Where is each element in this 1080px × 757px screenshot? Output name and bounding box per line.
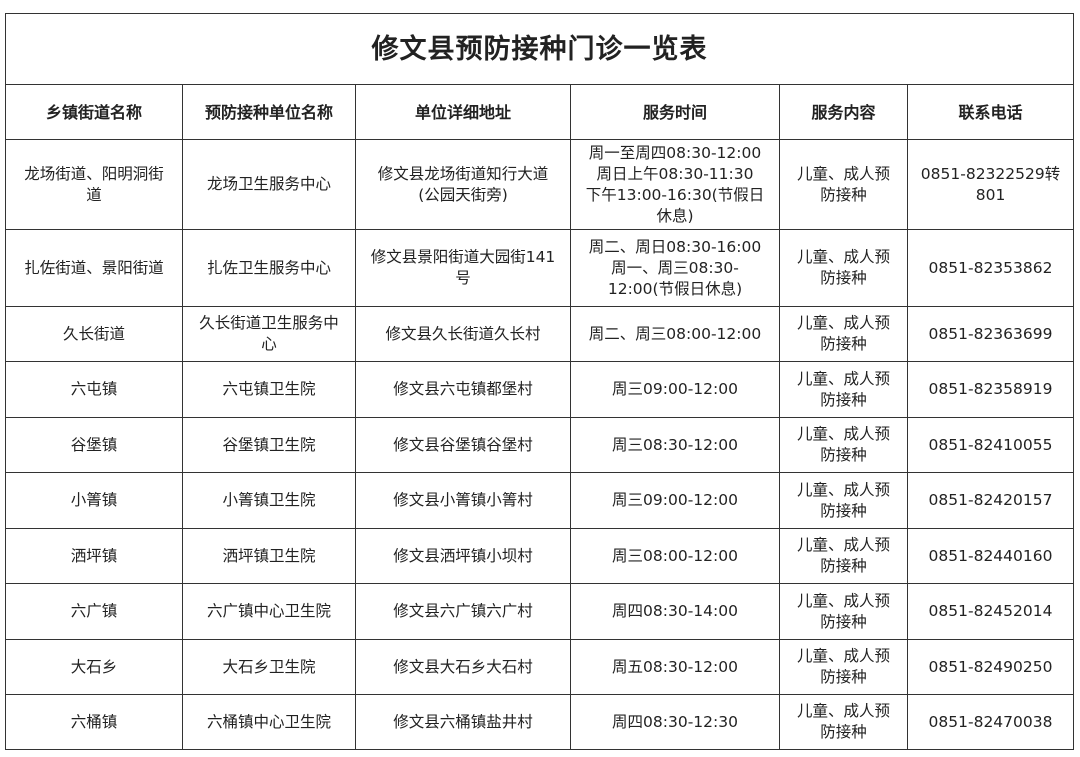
- cell-address: 修文县景阳街道大园街141 号: [355, 229, 571, 307]
- cell-phone: 0851-82452014: [906, 583, 1075, 640]
- cell-township: 六桶镇: [5, 694, 183, 750]
- cell-address: 修文县六桶镇盐井村: [355, 694, 571, 750]
- cell-township: 六广镇: [5, 583, 183, 640]
- cell-unit-name: 谷堡镇卫生院: [182, 417, 356, 473]
- cell-address: 修文县六广镇六广村: [355, 583, 571, 640]
- table-row: 龙场街道、阳明洞街 道龙场卫生服务中心 修文县龙场街道知行大道 (公园天街旁) 周一…: [5, 139, 1075, 230]
- cell-service-time: 周五08:30-12:00: [570, 639, 780, 695]
- cell-service-content: 儿童、成人预 防接种: [779, 229, 908, 307]
- cell-phone: 0851-82353862: [906, 229, 1075, 307]
- cell-address: 修文县谷堡镇谷堡村: [355, 417, 571, 473]
- table-row: 扎佐街道、景阳街道 扎佐卫生服务中心 修文县景阳街道大园街141 号周二、周日08:…: [5, 229, 1075, 307]
- cell-service-content: 儿童、成人预 防接种: [779, 306, 908, 362]
- cell-service-time: 周三09:00-12:00: [570, 361, 780, 418]
- cell-service-time: 周三08:00-12:00: [570, 528, 780, 584]
- cell-unit-name: 六广镇中心卫生院: [182, 583, 356, 640]
- cell-service-time: 周四08:30-12:30: [570, 694, 780, 750]
- cell-phone: 0851-82410055: [906, 417, 1075, 473]
- cell-address: 修文县大石乡大石村: [355, 639, 571, 695]
- cell-phone: 0851-82490250: [906, 639, 1075, 695]
- cell-service-content: 儿童、成人预 防接种: [779, 639, 908, 695]
- table-title: 修文县预防接种门诊一览表: [4, 13, 1075, 85]
- table-row: 谷堡镇 谷堡镇卫生院 修文县谷堡镇谷堡村 周三08:30-12:00 儿童、成人预 防接…: [5, 417, 1075, 473]
- cell-service-content: 儿童、成人预 防接种: [779, 472, 908, 529]
- cell-phone: 0851-82470038: [906, 694, 1075, 750]
- cell-unit-name: 扎佐卫生服务中心: [182, 229, 356, 307]
- cell-service-time: 周二、周三08:00-12:00: [570, 306, 780, 362]
- cell-township: 久长街道: [5, 306, 183, 362]
- cell-township: 大石乡: [5, 639, 183, 695]
- cell-address: 修文县六屯镇都堡村: [355, 361, 571, 418]
- header-service-content: 服务内容: [779, 84, 908, 140]
- header-row: 乡镇街道名称 预防接种单位名称 单位详细地址 服务时间 服务内容 联系电话: [5, 84, 1075, 140]
- cell-township: 六屯镇: [5, 361, 183, 418]
- header-unit-name: 预防接种单位名称: [182, 84, 356, 140]
- table-row: 洒坪镇 洒坪镇卫生院 修文县洒坪镇小坝村 周三08:00-12:00 儿童、成人预 防接…: [5, 528, 1075, 584]
- cell-service-time: 周一至周四08:30-12:00 周日上午08:30-11:30 下午13:00…: [570, 139, 780, 230]
- cell-unit-name: 洒坪镇卫生院: [182, 528, 356, 584]
- cell-unit-name: 六桶镇中心卫生院: [182, 694, 356, 750]
- cell-township: 谷堡镇: [5, 417, 183, 473]
- cell-unit-name: 大石乡卫生院: [182, 639, 356, 695]
- cell-service-content: 儿童、成人预 防接种: [779, 139, 908, 230]
- cell-address: 修文县龙场街道知行大道 (公园天街旁): [355, 139, 571, 230]
- header-township: 乡镇街道名称: [5, 84, 183, 140]
- cell-address: 修文县洒坪镇小坝村: [355, 528, 571, 584]
- cell-service-content: 儿童、成人预 防接种: [779, 361, 908, 418]
- cell-address: 修文县小箐镇小箐村: [355, 472, 571, 529]
- cell-phone: 0851-82363699: [906, 306, 1075, 362]
- cell-service-content: 儿童、成人预 防接种: [779, 417, 908, 473]
- header-phone: 联系电话: [906, 84, 1075, 140]
- cell-service-time: 周四08:30-14:00: [570, 583, 780, 640]
- table-row: 久长街道 久长街道卫生服务中 心修文县久长街道久长村 周二、周三08:00-12:0…: [5, 306, 1075, 362]
- cell-service-content: 儿童、成人预 防接种: [779, 694, 908, 750]
- cell-service-time: 周三08:30-12:00: [570, 417, 780, 473]
- table-row: 小箐镇 小箐镇卫生院 修文县小箐镇小箐村 周三09:00-12:00 儿童、成人预 防接…: [5, 472, 1075, 529]
- cell-township: 小箐镇: [5, 472, 183, 529]
- cell-phone: 0851-82440160: [906, 528, 1075, 584]
- cell-address: 修文县久长街道久长村: [355, 306, 571, 362]
- cell-service-time: 周二、周日08:30-16:00 周一、周三08:30- 12:00(节假日休息…: [570, 229, 780, 307]
- cell-township: 洒坪镇: [5, 528, 183, 584]
- vaccination-clinic-table: 修文县预防接种门诊一览表 乡镇街道名称 预防接种单位名称 单位详细地址 服务时间 服务内…: [4, 13, 1075, 750]
- table-row: 六桶镇 六桶镇中心卫生院 修文县六桶镇盐井村 周四08:30-12:30 儿童、成人预 …: [5, 694, 1075, 750]
- cell-unit-name: 久长街道卫生服务中 心: [182, 306, 356, 362]
- cell-service-time: 周三09:00-12:00: [570, 472, 780, 529]
- table-row: 大石乡 大石乡卫生院 修文县大石乡大石村 周五08:30-12:00 儿童、成人预 防接…: [5, 639, 1075, 695]
- header-address: 单位详细地址: [355, 84, 571, 140]
- header-service-time: 服务时间: [570, 84, 780, 140]
- cell-township: 龙场街道、阳明洞街 道: [5, 139, 183, 230]
- cell-service-content: 儿童、成人预 防接种: [779, 528, 908, 584]
- cell-unit-name: 小箐镇卫生院: [182, 472, 356, 529]
- cell-phone: 0851-82420157: [906, 472, 1075, 529]
- cell-unit-name: 六屯镇卫生院: [182, 361, 356, 418]
- cell-service-content: 儿童、成人预 防接种: [779, 583, 908, 640]
- cell-phone: 0851-82358919: [906, 361, 1075, 418]
- table-row: 六广镇 六广镇中心卫生院 修文县六广镇六广村 周四08:30-14:00 儿童、成人预 …: [5, 583, 1075, 640]
- cell-township: 扎佐街道、景阳街道: [5, 229, 183, 307]
- table-row: 六屯镇 六屯镇卫生院 修文县六屯镇都堡村 周三09:00-12:00 儿童、成人预 防接…: [5, 361, 1075, 418]
- cell-phone: 0851-82322529转 801: [906, 139, 1075, 230]
- cell-unit-name: 龙场卫生服务中心: [182, 139, 356, 230]
